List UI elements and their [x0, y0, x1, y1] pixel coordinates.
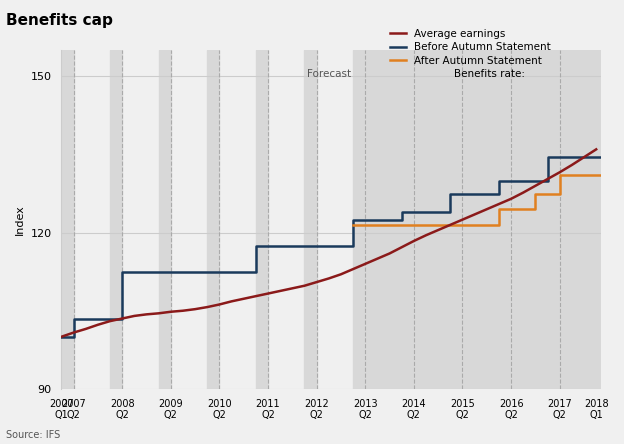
Bar — [305, 51, 316, 389]
Text: Forecast: Forecast — [307, 69, 351, 79]
Text: Benefits rate:: Benefits rate: — [454, 69, 525, 79]
Bar — [256, 51, 268, 389]
Bar — [110, 51, 122, 389]
Y-axis label: Index: Index — [15, 204, 25, 235]
Bar — [158, 51, 171, 389]
Text: Source: IFS: Source: IFS — [6, 429, 61, 440]
Bar — [61, 51, 74, 389]
Legend: Average earnings, Before Autumn Statement, After Autumn Statement: Average earnings, Before Autumn Statemen… — [391, 28, 551, 66]
Bar — [353, 51, 601, 389]
Bar — [207, 51, 220, 389]
Text: Benefits cap: Benefits cap — [6, 13, 113, 28]
